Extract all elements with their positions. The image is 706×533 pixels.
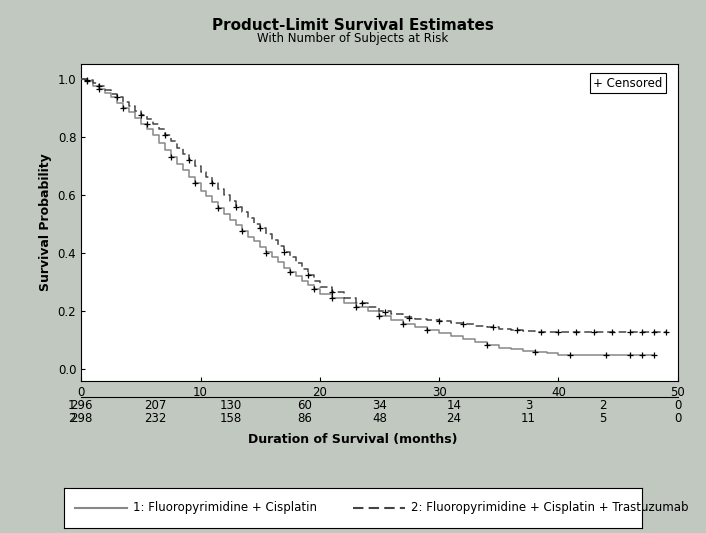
- Text: 2: 2: [68, 412, 76, 425]
- Text: 1: Fluoropyrimidine + Cisplatin: 1: Fluoropyrimidine + Cisplatin: [133, 501, 317, 514]
- Text: 60: 60: [297, 399, 312, 411]
- Y-axis label: Survival Probability: Survival Probability: [39, 154, 52, 292]
- Text: 48: 48: [372, 412, 387, 425]
- Text: 296: 296: [70, 399, 92, 411]
- Text: 158: 158: [219, 412, 241, 425]
- Text: 14: 14: [447, 399, 462, 411]
- Text: 0: 0: [674, 399, 681, 411]
- Text: 24: 24: [447, 412, 462, 425]
- Text: 34: 34: [372, 399, 387, 411]
- Text: With Number of Subjects at Risk: With Number of Subjects at Risk: [258, 32, 448, 45]
- Text: Duration of Survival (months): Duration of Survival (months): [249, 433, 457, 446]
- Text: 5: 5: [599, 412, 607, 425]
- Text: 298: 298: [70, 412, 92, 425]
- Text: 232: 232: [145, 412, 167, 425]
- Text: 3: 3: [525, 399, 532, 411]
- Text: 0: 0: [674, 412, 681, 425]
- Text: 86: 86: [297, 412, 312, 425]
- Text: 11: 11: [521, 412, 536, 425]
- Text: 2: 2: [599, 399, 607, 411]
- Text: 207: 207: [145, 399, 167, 411]
- Text: Product-Limit Survival Estimates: Product-Limit Survival Estimates: [212, 18, 494, 33]
- Text: + Censored: + Censored: [594, 77, 663, 90]
- Text: 130: 130: [219, 399, 241, 411]
- Text: 2: Fluoropyrimidine + Cisplatin + Trastuzumab: 2: Fluoropyrimidine + Cisplatin + Trastu…: [411, 501, 688, 514]
- Text: 1: 1: [68, 399, 76, 411]
